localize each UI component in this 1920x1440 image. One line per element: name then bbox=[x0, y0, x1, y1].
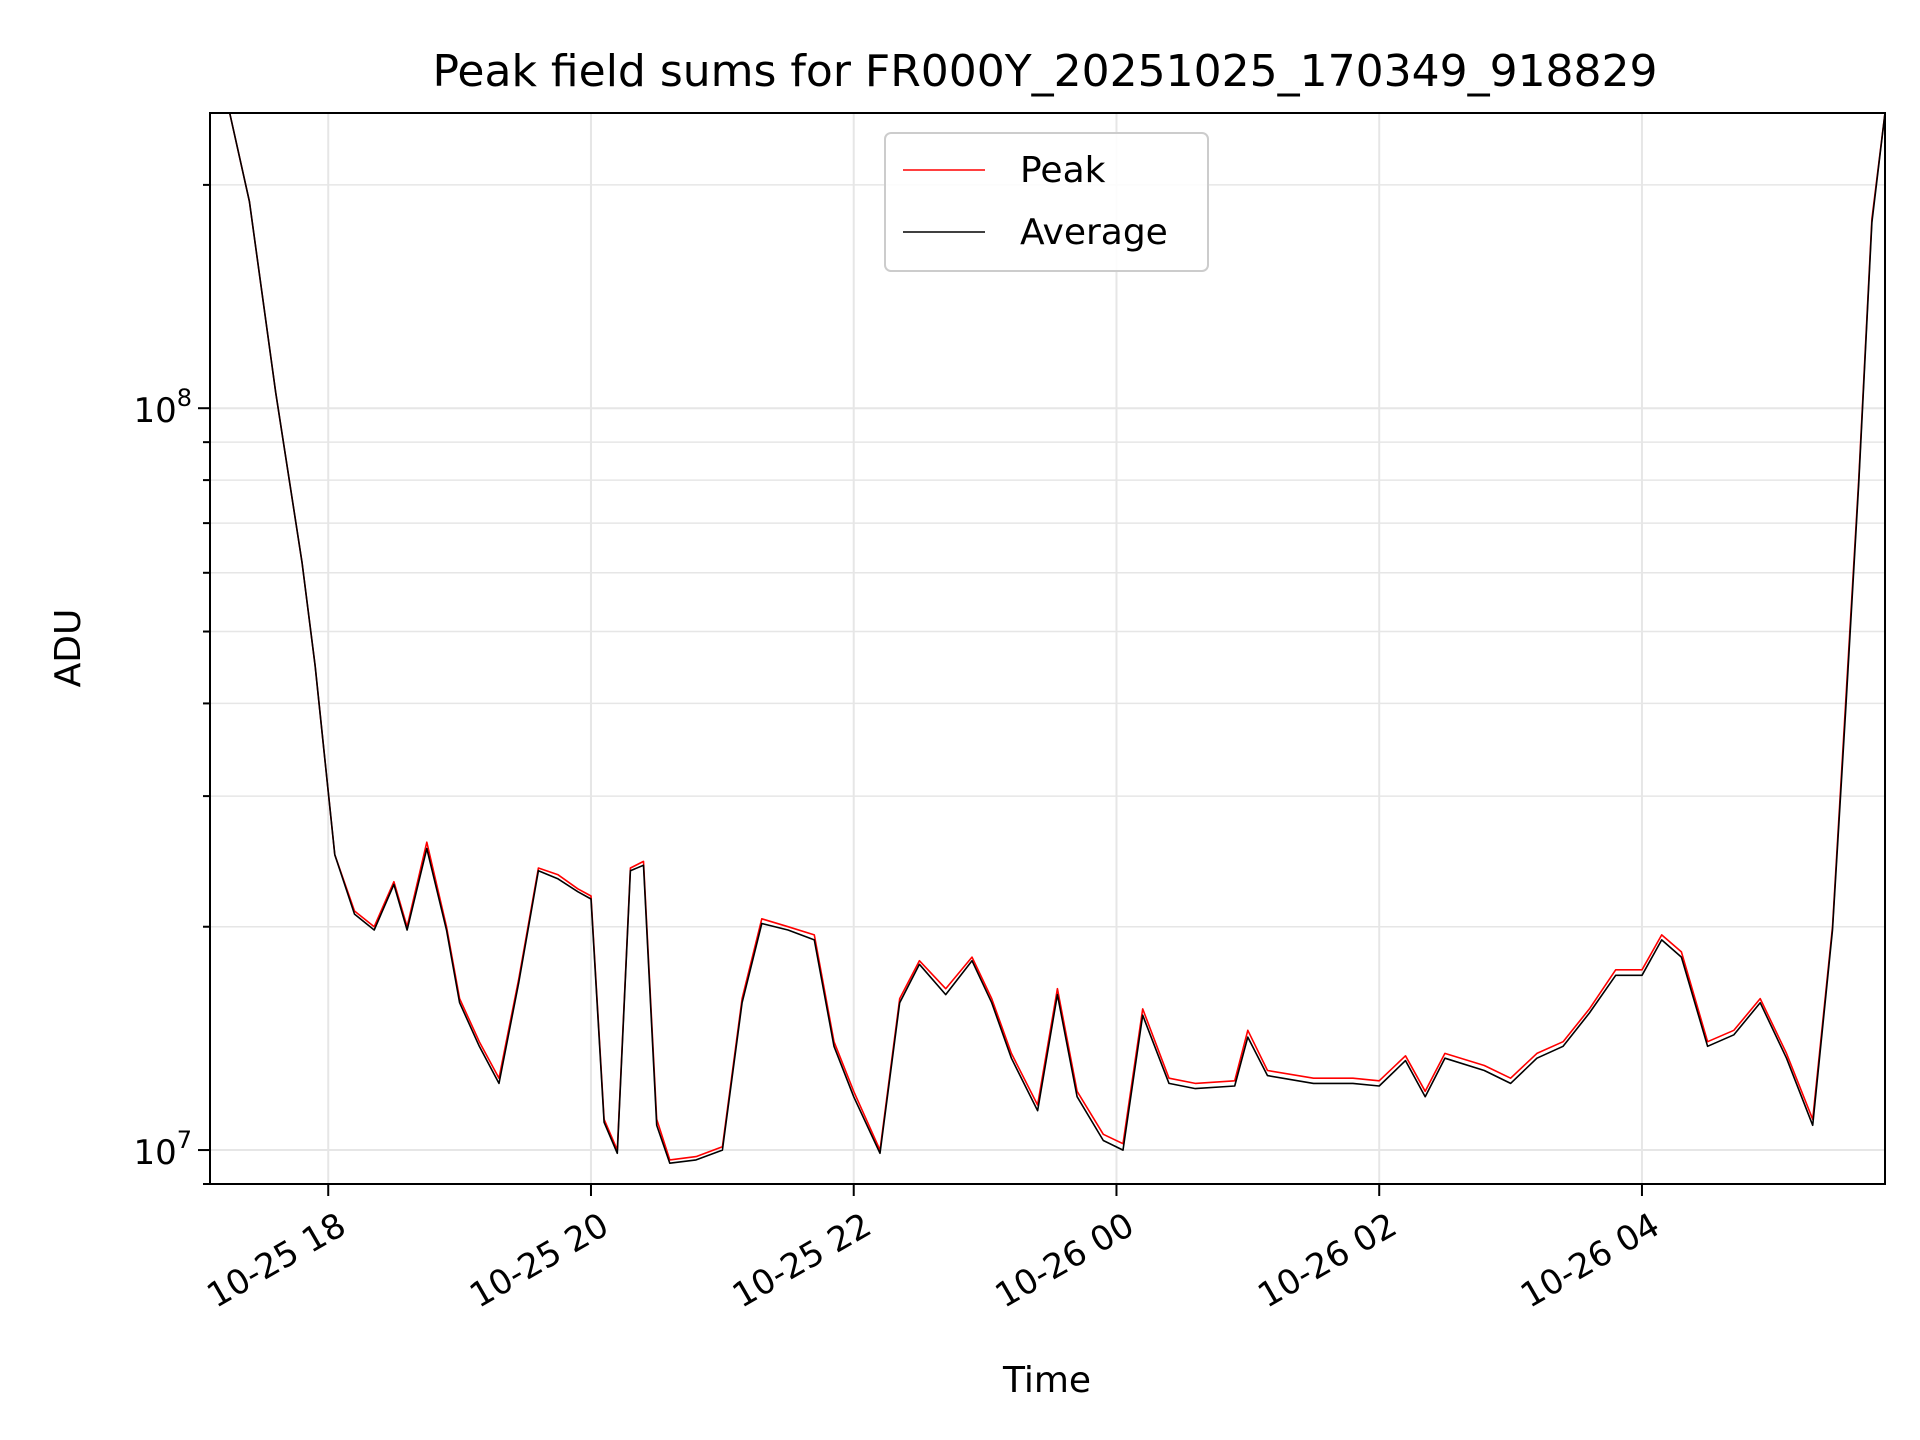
chart-title: Peak field sums for FR000Y_20251025_1703… bbox=[432, 46, 1657, 97]
y-axis-label: ADU bbox=[48, 609, 89, 688]
grid bbox=[210, 113, 1885, 1185]
series-line-peak bbox=[228, 113, 1885, 1161]
y-tick-label: 107 bbox=[133, 1126, 192, 1173]
legend-label-peak: Peak bbox=[1020, 150, 1106, 191]
y-tick-label: 108 bbox=[133, 384, 192, 431]
legend-label-average: Average bbox=[1020, 212, 1168, 253]
y-axis: 107 108 bbox=[133, 183, 210, 1185]
series-line-average bbox=[228, 113, 1885, 1164]
legend-frame bbox=[884, 132, 1209, 272]
x-axis-label: Time bbox=[1002, 1360, 1091, 1401]
series-layer bbox=[228, 113, 1885, 1164]
plot-area-frame bbox=[209, 112, 1886, 1185]
legend: Peak Average bbox=[884, 132, 1209, 272]
